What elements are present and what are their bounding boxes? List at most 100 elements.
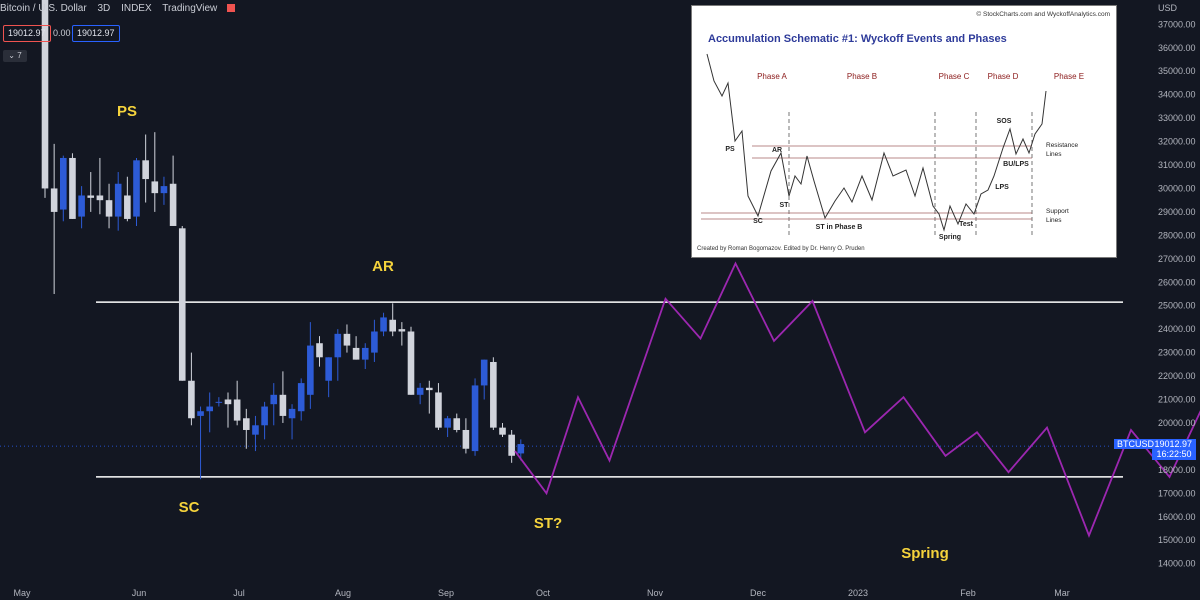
candle [96,157,104,215]
y-tick-label: 15000.00 [1158,535,1196,545]
countdown-value: 16:22:50 [1156,449,1192,459]
event-label: AR [772,147,782,154]
candle [224,392,232,428]
y-tick-label: 31000.00 [1158,160,1196,170]
candle [288,404,296,440]
candle [243,408,250,449]
candle-body [188,380,195,419]
annotation-label: ST? [534,515,562,532]
candle [490,357,497,430]
event-label: SC [753,218,763,225]
wyckoff-schematic-drawing: © StockCharts.com and WyckoffAnalytics.c… [697,10,1110,252]
y-tick-label: 22000.00 [1158,371,1196,381]
y-tick-label: 24000.00 [1158,324,1196,334]
interval-label[interactable]: 3D [97,3,111,14]
symbol-name[interactable]: Bitcoin / U.S. Dollar [0,3,87,14]
candle [407,326,415,395]
annotation-label: SC [179,499,200,516]
projection-line [514,261,1200,538]
x-axis: May Jun Jul Aug Sep Oct Nov Dec 2023 Feb Mar [13,588,1069,598]
candle-body [288,408,296,419]
candle [334,329,342,381]
candle-body [69,157,76,219]
candle-body [426,387,433,391]
candle-body [169,183,177,226]
candle-body [133,160,140,217]
candle [261,401,268,440]
x-tick-label: May [13,588,31,598]
candle-body [407,331,415,395]
candle [50,143,58,294]
candle-body [325,357,332,381]
ask-price-box[interactable]: 19012.97 [72,25,120,42]
candle-body [316,343,323,358]
event-label: ST [780,202,790,209]
resistance-label: Lines [1046,151,1062,158]
projection-path [514,261,1200,538]
candle-body [261,406,268,426]
candle [124,176,131,222]
candle [133,157,140,226]
candle-body [307,345,314,395]
y-axis: USD 37000.00 36000.00 35000.00 34000.00 33000… [1158,3,1196,569]
candle [197,406,204,480]
candle [435,383,442,430]
schematic-price-path [706,53,1047,232]
candle-body [41,0,49,189]
candle-body [508,434,515,456]
candle-body [462,429,470,449]
indicator-toggle[interactable]: ⌄ 7 [3,50,27,62]
phase-label: Phase D [988,72,1019,81]
x-tick-label: Feb [960,588,976,598]
candle-body [50,188,58,212]
x-tick-label: Jun [132,588,147,598]
candle [398,322,406,346]
phase-label: Phase E [1054,72,1084,81]
candle-body [270,394,278,405]
candle [69,153,76,219]
y-tick-label: 16000.00 [1158,512,1196,522]
candle [151,132,159,212]
candle [270,383,278,426]
candle-body [197,411,204,416]
schematic-lines: Phase A Phase B Phase C Phase D Phase E PS SC A… [701,53,1084,241]
candle-body [178,228,186,381]
candle [188,352,195,426]
chevron-down-icon: ⌄ [8,51,18,60]
y-tick-label: 37000.00 [1158,19,1196,29]
candle [206,392,213,433]
candle [87,172,95,212]
y-tick-label: 21000.00 [1158,395,1196,405]
spread-label: 0.00 [53,28,71,38]
y-tick-label: 28000.00 [1158,230,1196,240]
candle [416,383,424,405]
candle-body [343,333,351,346]
candle [316,336,323,367]
x-tick-label: Jul [233,588,245,598]
candle-body [435,392,442,428]
y-tick-label: 27000.00 [1158,254,1196,264]
candle [426,380,433,414]
candle-body [224,399,232,405]
event-label: Test [959,221,974,228]
candle [517,439,525,461]
bid-price-box[interactable]: 19012.97 [3,25,51,42]
y-tick-label: 23000.00 [1158,348,1196,358]
candle [142,134,149,203]
candle-body [416,387,424,395]
x-tick-label: Dec [750,588,767,598]
resistance-label: Resistance [1046,142,1079,149]
event-label: Spring [939,234,961,241]
y-tick-label: 20000.00 [1158,418,1196,428]
x-tick-label: Aug [335,588,351,598]
candle-body [243,418,250,430]
event-label: SOS [997,118,1012,125]
candle-body [279,394,287,416]
candle [105,183,113,229]
annotations: PS AR SC ST? Spring [117,103,949,562]
candle [169,155,177,226]
y-tick-label: 36000.00 [1158,43,1196,53]
phase-label: Phase C [939,72,970,81]
